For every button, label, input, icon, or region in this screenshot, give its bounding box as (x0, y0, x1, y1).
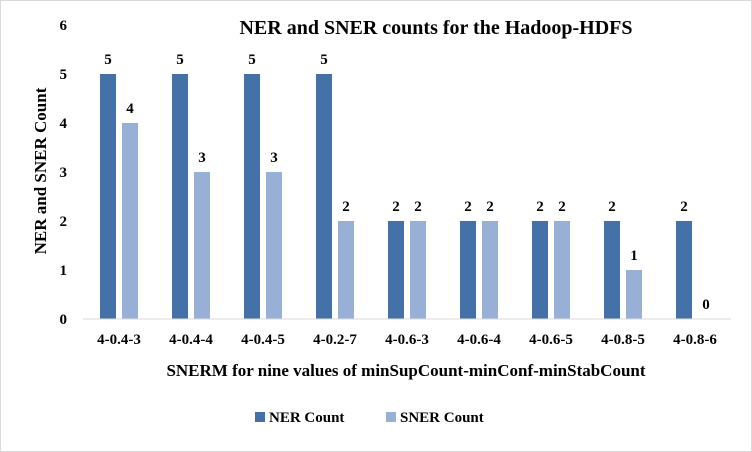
bars-group (100, 74, 692, 319)
x-tick-label: 4-0.6-3 (385, 332, 429, 348)
legend-label-ner: NER Count (269, 410, 344, 426)
bar-ner-2 (172, 74, 188, 319)
x-tick-label: 4-0.8-6 (673, 332, 717, 348)
y-tick-label: 5 (60, 67, 68, 83)
bar-sner-1 (122, 123, 138, 319)
y-tick-label: 2 (60, 214, 68, 230)
bar-ner-6 (460, 221, 476, 319)
x-tick-label: 4-0.4-4 (169, 332, 213, 348)
bar-ner-3 (244, 74, 260, 319)
data-label-sner-3: 3 (270, 150, 278, 166)
data-label-ner-6: 2 (464, 199, 472, 215)
bar-sner-4 (338, 221, 354, 319)
bar-ner-5 (388, 221, 404, 319)
bar-sner-6 (482, 221, 498, 319)
data-label-ner-7: 2 (536, 199, 544, 215)
x-tick-label: 4-0.4-3 (97, 332, 141, 348)
data-label-ner-5: 2 (392, 199, 400, 215)
data-label-sner-6: 2 (486, 199, 494, 215)
bar-sner-8 (626, 270, 642, 319)
x-tick-label: 4-0.8-5 (601, 332, 645, 348)
legend-swatch-sner (386, 412, 396, 422)
legend-swatch-ner (255, 412, 265, 422)
y-tick-label: 0 (60, 312, 68, 328)
bar-ner-4 (316, 74, 332, 319)
data-label-sner-7: 2 (558, 199, 566, 215)
bar-ner-9 (676, 221, 692, 319)
bar-ner-8 (604, 221, 620, 319)
y-tick-label: 3 (60, 165, 68, 181)
data-label-sner-1: 4 (126, 101, 134, 117)
bar-sner-2 (194, 172, 210, 319)
data-label-ner-9: 2 (680, 199, 688, 215)
chart-title: NER and SNER counts for the Hadoop-HDFS (239, 17, 632, 39)
y-tick-label: 1 (60, 263, 68, 279)
bar-sner-3 (266, 172, 282, 319)
bar-sner-7 (554, 221, 570, 319)
bar-sner-5 (410, 221, 426, 319)
legend: NER Count SNER Count (255, 410, 484, 426)
y-tick-label: 6 (60, 18, 68, 34)
x-tick-label: 4-0.6-4 (457, 332, 501, 348)
x-tick-label: 4-0.4-5 (241, 332, 285, 348)
legend-label-sner: SNER Count (400, 410, 484, 426)
bar-ner-7 (532, 221, 548, 319)
data-label-sner-9: 0 (702, 297, 710, 313)
data-label-sner-2: 3 (198, 150, 206, 166)
x-axis-label: SNERM for nine values of minSupCount-min… (166, 361, 645, 380)
data-label-ner-1: 5 (104, 52, 112, 68)
data-label-sner-5: 2 (414, 199, 422, 215)
y-axis-ticks: 0 1 2 3 4 5 6 (60, 18, 68, 328)
y-tick-label: 4 (60, 116, 68, 132)
data-label-ner-4: 5 (320, 52, 328, 68)
data-label-sner-4: 2 (342, 199, 350, 215)
y-axis-label: NER and SNER Count (31, 87, 50, 254)
data-label-ner-3: 5 (248, 52, 256, 68)
data-label-sner-8: 1 (630, 248, 638, 264)
data-label-ner-2: 5 (176, 52, 184, 68)
x-tick-label: 4-0.6-5 (529, 332, 573, 348)
x-axis-ticks: 4-0.4-3 4-0.4-4 4-0.4-5 4-0.2-7 4-0.6-3 4-0.6… (97, 332, 717, 348)
x-tick-label: 4-0.2-7 (313, 332, 357, 348)
data-label-ner-8: 2 (608, 199, 616, 215)
bar-ner-1 (100, 74, 116, 319)
